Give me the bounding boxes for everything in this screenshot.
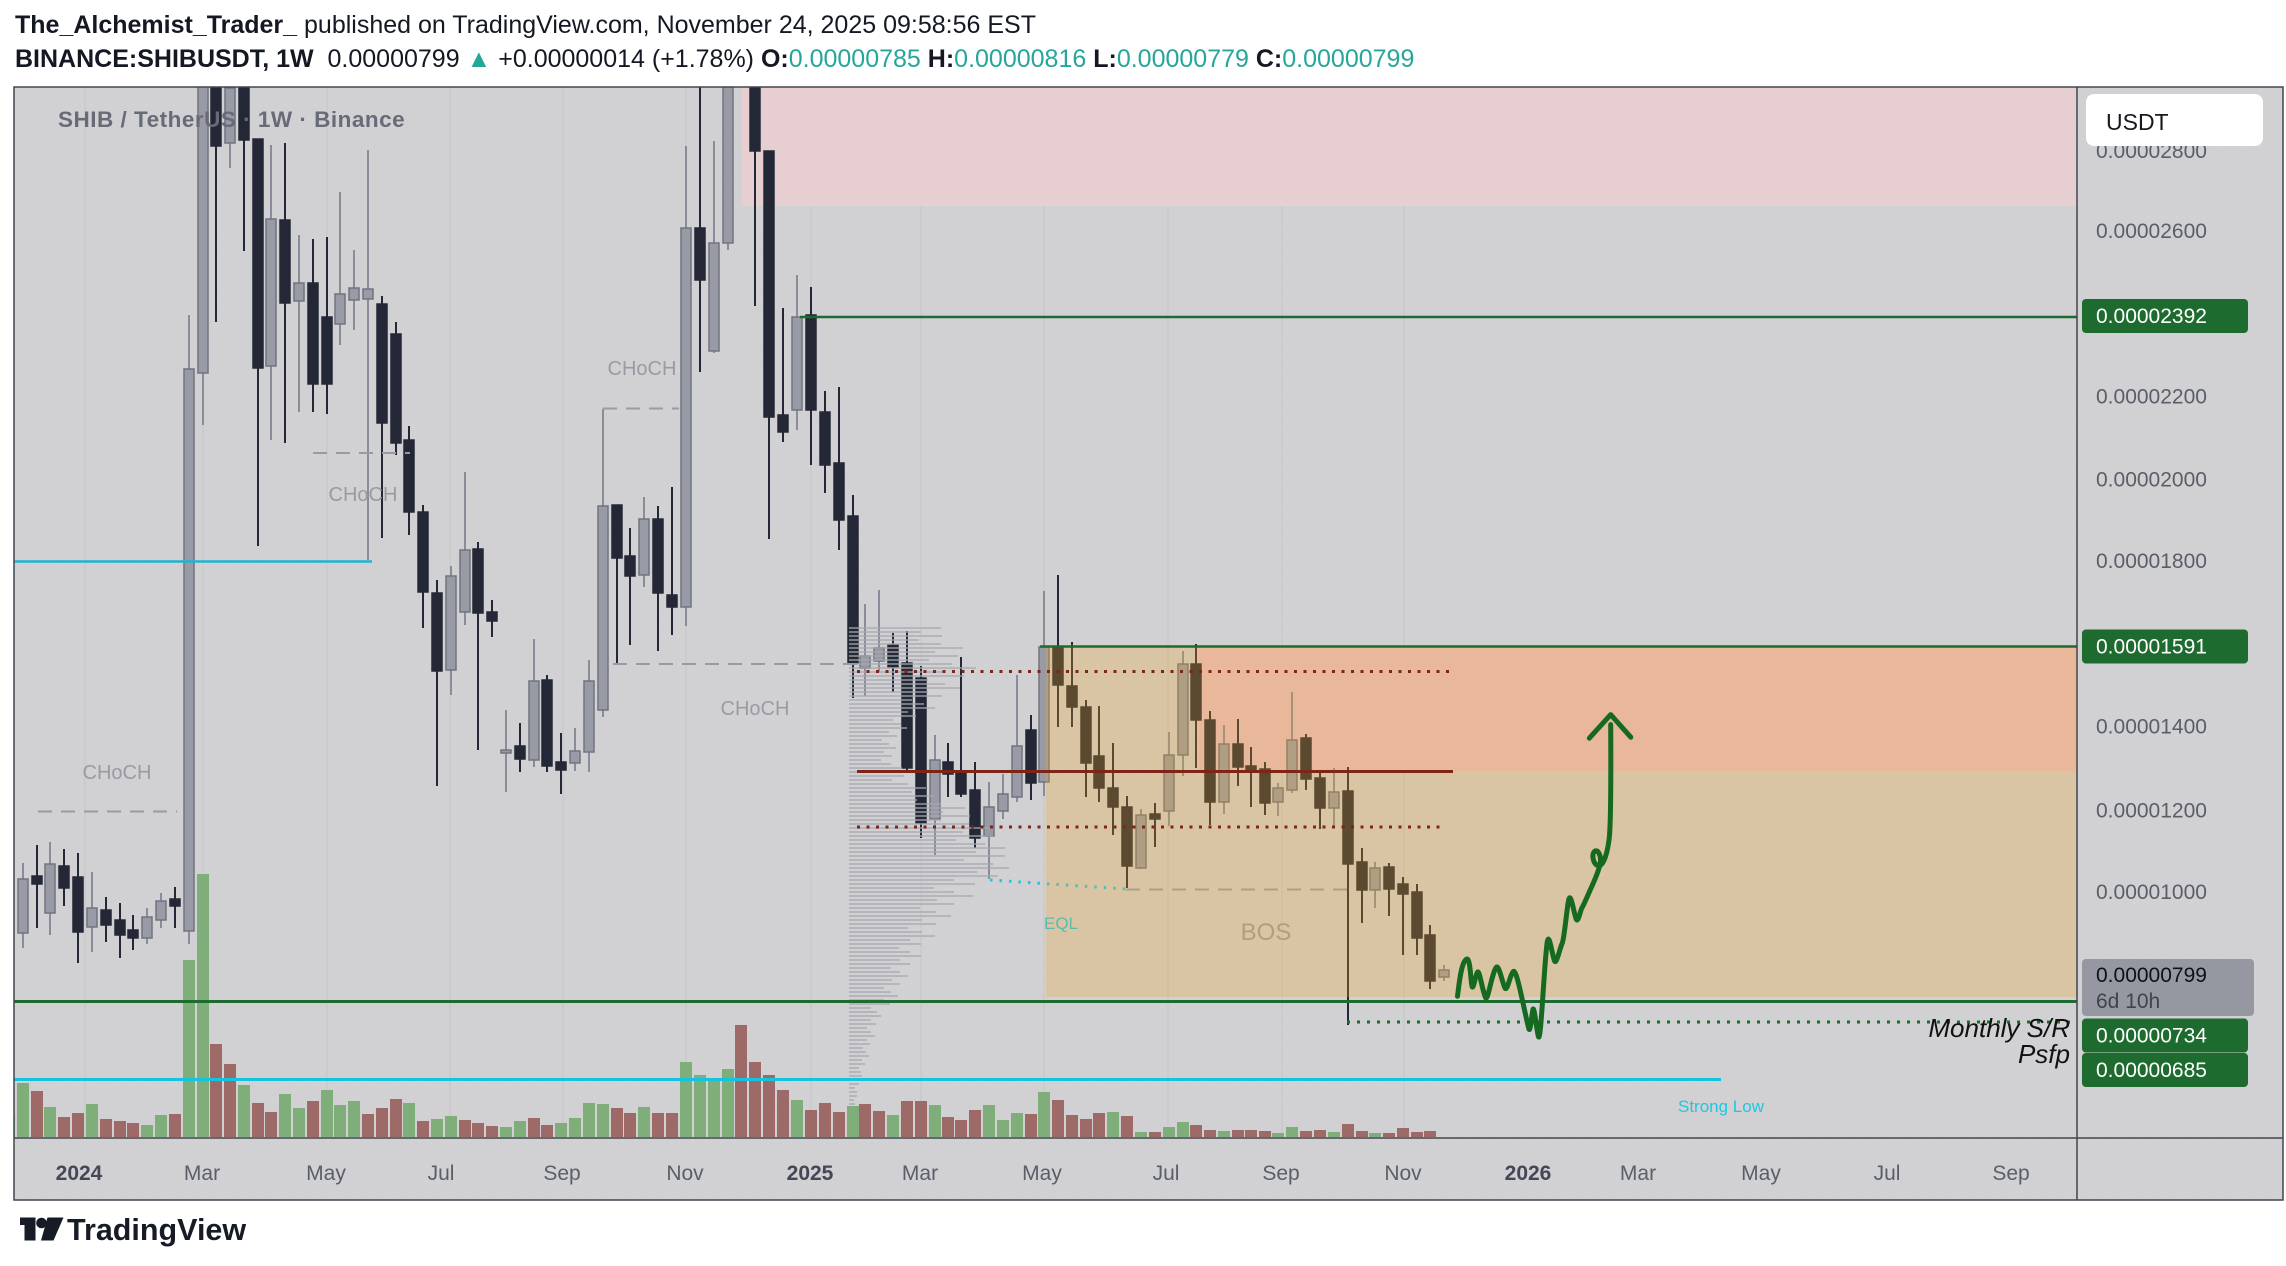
svg-text:Nov: Nov	[1384, 1162, 1422, 1185]
svg-text:CHoCH: CHoCH	[608, 358, 677, 380]
svg-text:Sep: Sep	[1262, 1162, 1299, 1185]
svg-text:6d 10h: 6d 10h	[2096, 990, 2160, 1013]
svg-text:May: May	[1022, 1162, 1062, 1185]
svg-text:0.00002392: 0.00002392	[2096, 305, 2207, 328]
svg-text:Monthly S/R: Monthly S/R	[1928, 1013, 2070, 1043]
svg-text:0.00001591: 0.00001591	[2096, 636, 2207, 659]
svg-text:Jul: Jul	[428, 1162, 455, 1185]
svg-text:Strong Low: Strong Low	[1678, 1097, 1765, 1116]
svg-text:Nov: Nov	[666, 1162, 704, 1185]
svg-text:Mar: Mar	[902, 1162, 938, 1185]
svg-text:0.00001400: 0.00001400	[2096, 716, 2207, 739]
svg-text:TradingView: TradingView	[67, 1213, 246, 1247]
svg-text:SHIB / TetherUS · 1W · Binance: SHIB / TetherUS · 1W · Binance	[58, 107, 405, 132]
svg-text:Sep: Sep	[1992, 1162, 2029, 1185]
svg-text:Jul: Jul	[1153, 1162, 1180, 1185]
svg-text:0.00002200: 0.00002200	[2096, 386, 2207, 409]
svg-text:0.00001800: 0.00001800	[2096, 550, 2207, 573]
svg-text:2025: 2025	[787, 1162, 834, 1185]
svg-text:May: May	[306, 1162, 346, 1185]
svg-text:0.00001200: 0.00001200	[2096, 800, 2207, 823]
svg-text:CHoCH: CHoCH	[83, 762, 152, 784]
svg-text:EQL: EQL	[1044, 914, 1078, 933]
svg-text:CHoCH: CHoCH	[721, 698, 790, 720]
svg-text:0.00001000: 0.00001000	[2096, 881, 2207, 904]
svg-text:CHoCH: CHoCH	[329, 484, 398, 506]
svg-text:Sep: Sep	[543, 1162, 580, 1185]
svg-text:Psfp: Psfp	[2018, 1039, 2070, 1069]
svg-text:0.00000799: 0.00000799	[2096, 964, 2207, 987]
svg-text:BOS: BOS	[1241, 919, 1292, 946]
svg-text:May: May	[1741, 1162, 1781, 1185]
svg-text:Jul: Jul	[1874, 1162, 1901, 1185]
svg-text:2024: 2024	[56, 1162, 103, 1185]
svg-text:2026: 2026	[1505, 1162, 1552, 1185]
svg-text:0.00000685: 0.00000685	[2096, 1059, 2207, 1082]
svg-text:0.00000734: 0.00000734	[2096, 1025, 2207, 1048]
svg-text:Mar: Mar	[184, 1162, 220, 1185]
svg-text:0.00002000: 0.00002000	[2096, 469, 2207, 492]
svg-text:0.00002600: 0.00002600	[2096, 220, 2207, 243]
svg-text:USDT: USDT	[2106, 109, 2169, 135]
svg-text:Mar: Mar	[1620, 1162, 1656, 1185]
